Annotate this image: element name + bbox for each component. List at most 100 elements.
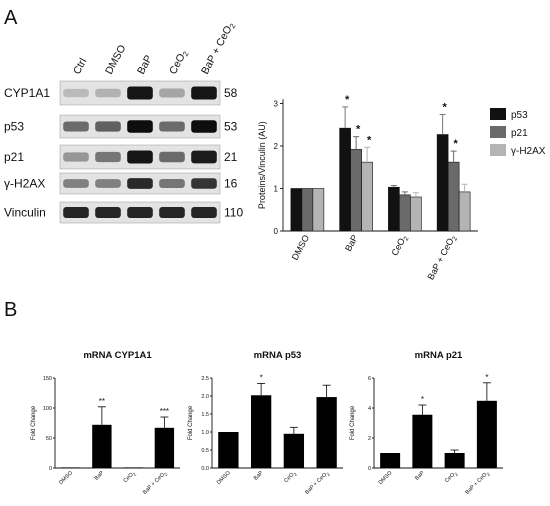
lane-label: DMSO: [103, 43, 128, 76]
mrna-chart: mRNA CYP1A1 0 50 100 150 Fold Change DMSO ** BaP…: [31, 350, 180, 497]
significance-marker: ***: [160, 407, 169, 416]
x-tick-label: BaP + CeO2: [142, 470, 169, 497]
lane-label: CeO2: [167, 48, 191, 77]
x-tick-label: DMSO: [290, 233, 312, 262]
blot-band: [127, 178, 153, 189]
panel-label-a: A: [4, 7, 18, 29]
bar: [316, 397, 337, 468]
x-tick-label: BaP: [414, 470, 426, 482]
significance-marker: *: [421, 395, 424, 404]
y-tick-label: 4: [368, 406, 371, 412]
significance-marker: **: [99, 397, 105, 406]
y-tick-label: 50: [46, 436, 52, 442]
blot-band: [159, 88, 185, 98]
y-axis-label: Fold Change: [350, 405, 356, 440]
x-tick-label: CeO2: [444, 470, 459, 485]
y-tick-label: 0.5: [201, 448, 209, 454]
blot-band: [63, 121, 89, 132]
x-tick-label: DMSO: [216, 470, 232, 486]
legend-swatch: [490, 126, 506, 138]
chart-title: mRNA p53: [254, 350, 302, 361]
x-tick-label: DMSO: [58, 470, 74, 486]
significance-marker: *: [442, 102, 447, 114]
significance-marker: *: [453, 138, 458, 150]
blot-band: [63, 179, 89, 188]
blot-kda: 21: [224, 150, 238, 164]
blot-band: [63, 207, 89, 218]
x-tick-label: CeO2: [389, 233, 410, 259]
y-tick-label: 150: [43, 376, 52, 382]
bar-p53: [436, 134, 449, 232]
y-tick-label: 2.5: [201, 376, 209, 382]
bar: [123, 467, 143, 468]
x-tick-label: BaP + CeO2: [304, 470, 331, 497]
y-tick-label: 2: [368, 436, 371, 442]
y-axis-label: Fold Change: [31, 405, 37, 440]
y-tick-label: 0: [49, 466, 52, 472]
bar: [476, 400, 497, 468]
blot-band: [127, 120, 153, 133]
significance-marker: *: [260, 373, 263, 382]
blot-band: [127, 207, 153, 218]
bar: [380, 453, 401, 468]
bar-p21: [301, 188, 314, 232]
x-tick-label: DMSO: [378, 470, 394, 486]
blot-band: [191, 86, 217, 100]
legend-label: γ-H2AX: [511, 146, 546, 157]
y-tick-label: 2.0: [201, 394, 209, 400]
bar-p21: [447, 161, 460, 232]
lane-label: Ctrl: [71, 56, 89, 76]
blot-band: [63, 88, 89, 98]
blot-kda: 53: [224, 120, 238, 134]
y-tick-label: 6: [368, 376, 371, 382]
blot-band: [159, 207, 185, 218]
blot-kda: 110: [224, 206, 243, 220]
significance-marker: *: [485, 373, 488, 382]
blot-band: [191, 178, 217, 189]
bar-γ-H2AX: [312, 188, 325, 232]
blot-row-label: γ-H2AX: [4, 177, 45, 191]
blot-band: [63, 152, 89, 162]
y-tick-label: 0: [368, 466, 371, 472]
significance-marker: *: [356, 124, 361, 136]
y-tick-label: 3: [274, 100, 279, 109]
bar: [154, 427, 175, 468]
blot-band: [95, 88, 121, 98]
blot-band: [191, 150, 217, 164]
blot-band: [95, 179, 121, 188]
protein-bar-chart: 0 1 2 3 Proteins/Vinculin (AU) DMSO * * * BaP CeO2…: [257, 94, 546, 282]
bar-p53: [339, 127, 351, 232]
significance-marker: *: [345, 94, 350, 106]
x-tick-label: CeO2: [123, 470, 138, 485]
blot-band: [191, 120, 217, 133]
blot-band: [95, 151, 121, 163]
blot-band: [159, 151, 185, 163]
chart-title: mRNA CYP1A1: [83, 350, 152, 361]
lane-label: BaP + CeO2: [199, 20, 237, 77]
chart-title: mRNA p21: [415, 350, 463, 361]
blot-band: [127, 86, 153, 100]
bar-p53: [290, 188, 303, 232]
bar: [412, 414, 433, 468]
bar-γ-H2AX: [410, 196, 422, 232]
mrna-chart: mRNA p53 0.0 0.5 1.0 1.5 2.0 2.5 Fold Change DMS…: [188, 350, 343, 497]
y-tick-label: 100: [43, 406, 52, 412]
blot-row-label: Vinculin: [4, 206, 46, 220]
bar: [60, 467, 81, 468]
x-tick-label: CeO2: [283, 470, 298, 485]
x-tick-label: BaP: [343, 233, 360, 253]
blot-band: [159, 121, 185, 132]
bar-γ-H2AX: [458, 191, 471, 232]
legend-swatch: [490, 108, 506, 120]
x-tick-label: BaP + CeO2: [425, 233, 459, 282]
bar-p21: [350, 149, 362, 232]
blot-row-label: p21: [4, 150, 24, 164]
western-blot: Ctrl DMSO BaP CeO2 BaP + CeO2 CYP1A1 58 p53 53 p2…: [4, 20, 243, 224]
bar: [218, 432, 239, 468]
blot-band: [191, 207, 217, 218]
legend-swatch: [490, 144, 506, 156]
bar: [444, 453, 465, 468]
y-tick-label: 1.5: [201, 412, 209, 418]
lane-label: BaP: [135, 53, 155, 76]
